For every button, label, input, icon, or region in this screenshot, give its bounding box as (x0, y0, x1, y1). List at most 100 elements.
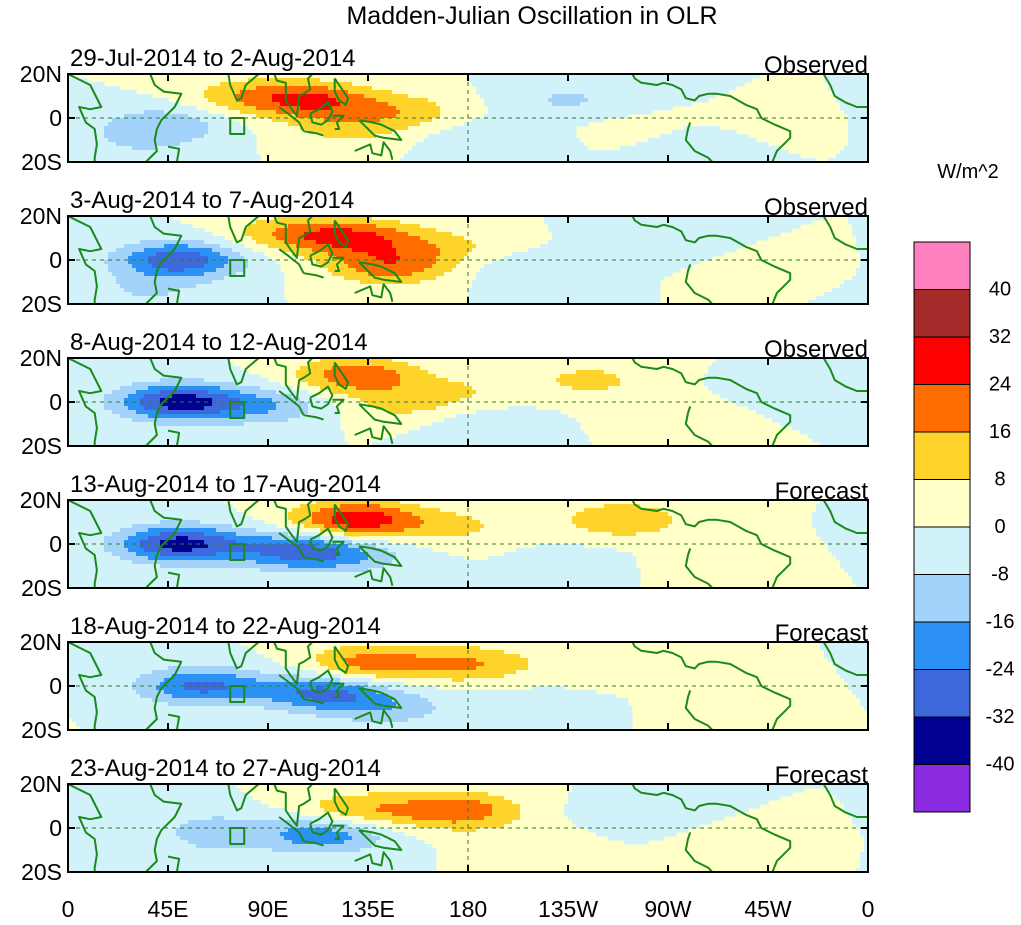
anomaly-cell (564, 248, 569, 253)
anomaly-cell (696, 90, 701, 95)
anomaly-cell (356, 138, 361, 143)
anomaly-cell (116, 236, 121, 241)
anomaly-cell (144, 142, 149, 147)
anomaly-cell (784, 122, 789, 127)
anomaly-cell (568, 118, 573, 123)
anomaly-cell (224, 240, 229, 245)
anomaly-cell (556, 94, 561, 99)
anomaly-cell (184, 82, 189, 87)
anomaly-cell (580, 110, 585, 115)
anomaly-cell (224, 232, 229, 237)
anomaly-cell (268, 102, 273, 107)
anomaly-cell (160, 110, 165, 115)
anomaly-cell (816, 134, 821, 139)
anomaly-cell (528, 248, 533, 253)
anomaly-cell (552, 90, 557, 95)
anomaly-cell (460, 98, 465, 103)
anomaly-cell (508, 122, 513, 127)
anomaly-cell (96, 118, 101, 123)
anomaly-cell (512, 78, 517, 83)
anomaly-cell (296, 78, 301, 83)
anomaly-cell (156, 252, 161, 257)
anomaly-cell (212, 244, 217, 249)
anomaly-cell (96, 110, 101, 115)
anomaly-cell (392, 134, 397, 139)
anomaly-cell (448, 248, 453, 253)
anomaly-cell (188, 228, 193, 233)
anomaly-cell (672, 232, 677, 237)
anomaly-cell (552, 118, 557, 123)
anomaly-cell (324, 138, 329, 143)
anomaly-cell (208, 130, 213, 135)
anomaly-cell (544, 82, 549, 87)
anomaly-cell (108, 126, 113, 131)
anomaly-cell (856, 236, 861, 241)
anomaly-cell (460, 154, 465, 159)
anomaly-cell (148, 224, 153, 229)
anomaly-cell (504, 82, 509, 87)
anomaly-cell (100, 236, 105, 241)
anomaly-cell (224, 98, 229, 103)
anomaly-cell (640, 110, 645, 115)
anomaly-cell (856, 126, 861, 131)
anomaly-cell (404, 154, 409, 159)
anomaly-cell (600, 94, 605, 99)
anomaly-cell (632, 240, 637, 245)
anomaly-cell (292, 244, 297, 249)
anomaly-cell (204, 102, 209, 107)
anomaly-cell (724, 244, 729, 249)
anomaly-cell (356, 220, 361, 225)
anomaly-cell (392, 90, 397, 95)
anomaly-cell (736, 220, 741, 225)
anomaly-cell (324, 248, 329, 253)
anomaly-cell (576, 122, 581, 127)
anomaly-cell (416, 90, 421, 95)
anomaly-cell (500, 102, 505, 107)
anomaly-cell (320, 142, 325, 147)
anomaly-cell (780, 130, 785, 135)
anomaly-cell (128, 94, 133, 99)
anomaly-cell (448, 150, 453, 155)
anomaly-cell (316, 118, 321, 123)
anomaly-cell (112, 90, 117, 95)
anomaly-cell (300, 224, 305, 229)
anomaly-cell (696, 154, 701, 159)
anomaly-cell (844, 146, 849, 151)
anomaly-cell (216, 146, 221, 151)
anomaly-cell (764, 232, 769, 237)
anomaly-cell (676, 138, 681, 143)
anomaly-cell (184, 240, 189, 245)
anomaly-cell (136, 154, 141, 159)
anomaly-cell (464, 236, 469, 241)
anomaly-cell (212, 134, 217, 139)
anomaly-cell (360, 78, 365, 83)
anomaly-cell (380, 90, 385, 95)
anomaly-cell (428, 118, 433, 123)
anomaly-cell (296, 126, 301, 131)
anomaly-cell (552, 248, 557, 253)
anomaly-cell (216, 228, 221, 233)
anomaly-cell (232, 126, 237, 131)
anomaly-cell (328, 126, 333, 131)
anomaly-cell (444, 240, 449, 245)
anomaly-cell (120, 110, 125, 115)
anomaly-cell (564, 126, 569, 131)
anomaly-cell (352, 114, 357, 119)
anomaly-cell (84, 146, 89, 151)
anomaly-cell (684, 146, 689, 151)
anomaly-cell (308, 248, 313, 253)
anomaly-cell (200, 248, 205, 253)
anomaly-cell (328, 232, 333, 237)
anomaly-cell (504, 98, 509, 103)
anomaly-cell (404, 98, 409, 103)
anomaly-cell (464, 142, 469, 147)
anomaly-cell (148, 248, 153, 253)
anomaly-cell (128, 90, 133, 95)
anomaly-cell (140, 150, 145, 155)
anomaly-cell (412, 130, 417, 135)
anomaly-cell (484, 244, 489, 249)
anomaly-cell (368, 236, 373, 241)
anomaly-cell (748, 240, 753, 245)
anomaly-cell (628, 232, 633, 237)
anomaly-cell (688, 224, 693, 229)
